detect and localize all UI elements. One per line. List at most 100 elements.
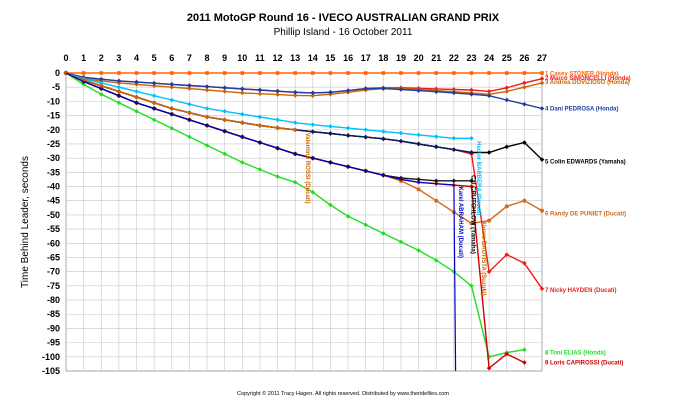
x-tick-label-1: 1	[81, 53, 86, 63]
x-tick-label-15: 15	[325, 53, 335, 63]
x-tick-label-21: 21	[431, 53, 441, 63]
rider-label-8: 9 Loris CAPIROSSI (Ducati)	[545, 360, 623, 366]
y-tick-label-19: -95	[47, 338, 60, 348]
x-tick-label-9: 9	[222, 53, 227, 63]
series-0-point-23	[469, 71, 474, 75]
series-7-point-5	[151, 117, 157, 123]
series-9-point-17	[363, 127, 369, 133]
series-12-point-3	[116, 89, 122, 94]
series-9-point-18	[381, 129, 386, 134]
rider-label-0: 1 Casey STONER (Honda)	[545, 72, 619, 78]
series-3-point-5	[151, 80, 157, 86]
series-12-point-8	[204, 114, 210, 120]
y-tick-label-20: -100	[42, 352, 60, 362]
series-3-point-12	[275, 88, 280, 94]
series-0-point-9	[222, 71, 227, 75]
x-tick-label-22: 22	[449, 53, 459, 63]
x-tick-label-20: 20	[414, 53, 424, 63]
y-tick-label-15: -75	[47, 281, 60, 291]
annotation-3: Hector BARBERA (Ducati)	[475, 141, 481, 215]
series-0-point-12	[275, 71, 280, 75]
series-0-point-16	[346, 71, 350, 75]
series-0-point-5	[152, 71, 156, 75]
series-2-point-27	[539, 80, 545, 86]
x-tick-label-2: 2	[99, 53, 104, 63]
series-0-point-25	[504, 71, 509, 75]
y-tick-label-17: -85	[47, 309, 60, 319]
series-3-point-27	[539, 106, 545, 111]
series-8-point-26	[522, 360, 527, 365]
rider-label-6: 7 Nicky HAYDEN (Ducati)	[545, 288, 616, 294]
series-8-point-25	[504, 351, 510, 357]
series-9-point-12	[275, 117, 280, 123]
series-9-point-6	[169, 97, 175, 103]
series-2-point-12	[275, 92, 280, 97]
x-tick-label-14: 14	[308, 53, 318, 63]
series-7-point-22	[451, 269, 457, 274]
series-7-point-13	[292, 179, 298, 185]
series-10-point-17	[363, 134, 369, 140]
series-1-point-25	[504, 85, 510, 91]
plot-area	[65, 72, 543, 372]
series-1-point-24	[486, 89, 492, 94]
series-9-point-16	[345, 125, 351, 131]
y-tick-label-7: -35	[47, 167, 60, 177]
x-tick-label-5: 5	[152, 53, 157, 63]
series-2-point-13	[292, 93, 298, 98]
y-tick-label-13: -65	[47, 252, 60, 262]
series-7-point-17	[363, 222, 369, 228]
series-7-point-6	[169, 126, 175, 131]
series-0-point-8	[205, 71, 209, 75]
series-3-point-4	[134, 79, 139, 85]
series-7-point-20	[416, 248, 421, 253]
y-tick-label-2: -10	[47, 96, 60, 106]
series-9-point-23	[469, 135, 474, 141]
series-line-13	[65, 72, 457, 372]
grid	[65, 72, 543, 372]
series-7-point-8	[204, 143, 210, 148]
series-9-point-7	[187, 101, 192, 107]
series-10-point-22	[451, 147, 457, 152]
series-7-point-14	[310, 189, 316, 195]
y-tick-label-12: -60	[47, 238, 60, 248]
x-tick-label-3: 3	[116, 53, 121, 63]
series-5-point-21	[434, 198, 439, 203]
chart-subtitle: Phillip Island - 16 October 2011	[274, 27, 413, 38]
series-2-point-26	[522, 84, 527, 90]
series-5-point-27	[540, 208, 544, 213]
series-3-point-9	[222, 85, 227, 91]
series-9-point-4	[134, 89, 139, 94]
series-3-point-13	[292, 89, 298, 95]
y-tick-label-11: -55	[47, 224, 60, 234]
series-12-point-4	[134, 94, 139, 100]
y-tick-label-8: -40	[47, 182, 60, 192]
rider-label-4: 5 Colin EDWARDS (Yamaha)	[545, 160, 626, 166]
series-7-point-12	[275, 174, 280, 179]
series-4-point-24	[486, 150, 492, 155]
series-0	[64, 71, 544, 75]
series-5-point-20	[416, 187, 421, 192]
x-tick-label-18: 18	[378, 53, 388, 63]
series-12-point-13	[292, 127, 298, 133]
series-2-point-7	[187, 86, 192, 91]
series-3-point-24	[486, 93, 492, 99]
series-line-9	[65, 72, 472, 140]
series-7-point-1	[81, 82, 86, 87]
series-12-point-11	[257, 123, 263, 128]
series-13	[65, 72, 457, 372]
series-3-point-14	[310, 90, 316, 96]
series-10-point-20	[416, 141, 421, 147]
series-2-point-6	[169, 84, 175, 90]
series-7-point-11	[257, 167, 263, 172]
series-group	[63, 70, 545, 372]
series-0-point-24	[487, 71, 491, 75]
copyright: Copyright © 2011 Tracy Hagen. All rights…	[237, 390, 449, 397]
series-1-point-23	[469, 87, 474, 93]
series-7-point-2	[98, 91, 104, 97]
series-9-point-3	[116, 84, 122, 90]
x-tick-label-8: 8	[205, 53, 210, 63]
annotation-2: Cal CRUTCHLOW (Yamaha)	[469, 175, 475, 254]
x-tick-label-13: 13	[290, 53, 300, 63]
x-tick-label-17: 17	[361, 53, 371, 63]
y-tick-labels: 0 -5 -10 -15 -20 -25 -30 -35 -40 -45 -50 -55 -60 -65 -…	[42, 68, 60, 376]
